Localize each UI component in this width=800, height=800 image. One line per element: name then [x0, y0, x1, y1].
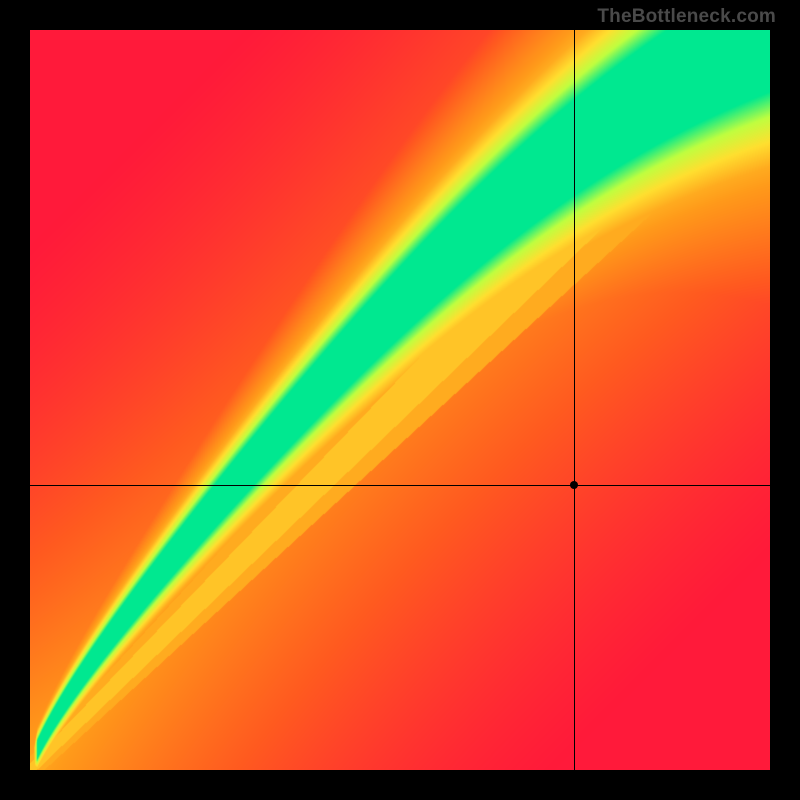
crosshair-vertical [574, 30, 575, 770]
crosshair-horizontal [30, 485, 770, 486]
bottleneck-heatmap [30, 30, 770, 770]
watermark-text: TheBottleneck.com [597, 6, 776, 28]
heatmap-canvas [30, 30, 770, 770]
crosshair-marker [570, 481, 578, 489]
